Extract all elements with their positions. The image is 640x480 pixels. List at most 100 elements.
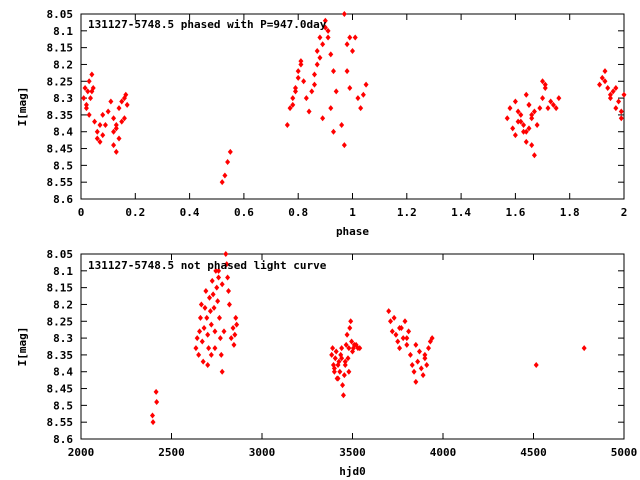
data-point — [226, 301, 232, 308]
data-point — [306, 108, 312, 115]
data-point — [540, 95, 546, 102]
data-point — [194, 335, 200, 342]
data-point — [320, 41, 326, 48]
data-point — [83, 101, 89, 108]
x-tick-label: 1.2 — [397, 206, 417, 219]
y-tick-label: 8.25 — [47, 315, 74, 328]
data-point — [205, 331, 211, 338]
data-point — [301, 78, 307, 85]
y-tick-label: 8.1 — [53, 265, 73, 278]
y-tick-label: 8.45 — [47, 383, 74, 396]
data-point — [518, 111, 524, 118]
data-point — [298, 61, 304, 68]
data-point — [542, 85, 548, 91]
data-point — [292, 85, 298, 91]
data-point — [341, 372, 347, 379]
data-point — [292, 88, 298, 95]
data-point — [336, 358, 342, 365]
data-point — [402, 318, 408, 325]
data-point — [556, 95, 562, 102]
data-point — [602, 68, 608, 75]
y-tick-label: 8.35 — [47, 109, 74, 122]
data-point — [605, 85, 611, 91]
data-point — [295, 68, 301, 75]
data-point — [548, 98, 554, 105]
data-point — [330, 68, 336, 75]
y-tick-label: 8.25 — [47, 75, 74, 88]
y-tick-label: 8.1 — [53, 25, 73, 38]
data-point — [290, 95, 296, 102]
data-point — [231, 341, 237, 348]
data-point — [534, 122, 540, 128]
x-tick-label: 5000 — [611, 446, 638, 459]
x-tick-label: 1.4 — [451, 206, 471, 219]
y-tick-label: 8.3 — [53, 92, 73, 105]
data-point — [616, 98, 622, 105]
x-tick-label: 0.2 — [125, 206, 145, 219]
data-point — [86, 111, 92, 118]
data-point — [290, 101, 296, 108]
data-point — [409, 362, 415, 368]
data-point — [150, 419, 156, 426]
data-point — [123, 91, 129, 98]
data-point — [111, 128, 117, 135]
data-point — [200, 358, 206, 365]
data-point — [339, 355, 345, 362]
data-point — [108, 98, 114, 105]
data-point — [94, 135, 100, 142]
data-point — [333, 348, 339, 355]
data-point — [86, 78, 92, 85]
data-point — [512, 98, 518, 105]
data-point — [331, 368, 337, 375]
data-point — [404, 335, 410, 342]
data-point — [287, 105, 293, 112]
data-point — [205, 362, 211, 368]
data-point — [389, 328, 395, 335]
data-point — [515, 108, 521, 115]
data-point — [224, 261, 230, 268]
y-tick-label: 8.05 — [47, 248, 74, 261]
data-point — [416, 348, 422, 355]
data-point — [209, 277, 215, 284]
data-point — [113, 148, 119, 155]
x-tick-label: 2000 — [68, 446, 95, 459]
data-point — [404, 341, 410, 348]
x-tick-label: 0.6 — [234, 206, 254, 219]
data-point — [531, 108, 537, 115]
data-point — [602, 78, 608, 85]
data-point — [325, 34, 331, 41]
data-point — [207, 308, 213, 315]
x-tick-label: 0 — [78, 206, 85, 219]
data-point — [607, 95, 613, 102]
data-point — [85, 88, 91, 95]
data-point — [82, 85, 88, 91]
data-point — [345, 355, 351, 362]
data-point — [230, 325, 236, 331]
data-point — [529, 111, 535, 118]
y-tick-label: 8.2 — [53, 58, 73, 71]
y-tick-label: 8.55 — [47, 176, 74, 189]
data-point — [206, 345, 212, 352]
data-point — [344, 41, 350, 48]
data-point — [226, 288, 232, 294]
data-point — [347, 85, 353, 91]
y-tick-label: 8.3 — [53, 332, 73, 345]
x-tick-label: 1 — [349, 206, 356, 219]
data-point — [216, 274, 222, 281]
data-point — [613, 85, 619, 91]
data-point — [395, 338, 401, 345]
data-point — [317, 34, 323, 41]
data-point — [346, 345, 352, 352]
data-point — [330, 128, 336, 135]
data-point — [116, 135, 122, 142]
data-point — [613, 105, 619, 112]
data-point — [89, 71, 95, 78]
data-point — [228, 335, 234, 342]
data-point — [341, 142, 347, 149]
data-point — [523, 91, 529, 98]
y-tick-label: 8.4 — [53, 126, 73, 139]
x-tick-label: 3000 — [249, 446, 276, 459]
data-point — [89, 88, 95, 95]
plot-frame — [80, 13, 625, 200]
